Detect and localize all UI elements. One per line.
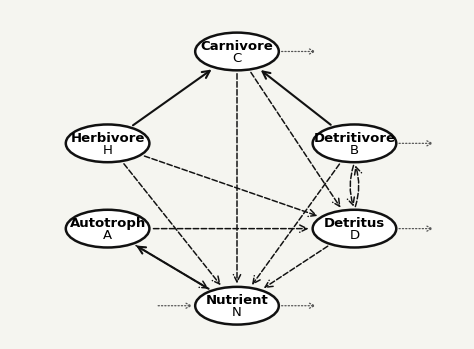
Text: A: A bbox=[103, 229, 112, 242]
Text: Carnivore: Carnivore bbox=[201, 40, 273, 53]
Text: Autotroph: Autotroph bbox=[70, 217, 146, 230]
Ellipse shape bbox=[313, 210, 396, 247]
Text: H: H bbox=[103, 144, 112, 157]
Ellipse shape bbox=[66, 210, 149, 247]
Ellipse shape bbox=[313, 125, 396, 162]
Text: Detritivore: Detritivore bbox=[313, 132, 395, 144]
Ellipse shape bbox=[66, 125, 149, 162]
Text: Herbivore: Herbivore bbox=[71, 132, 145, 144]
Ellipse shape bbox=[195, 32, 279, 70]
Text: Detritus: Detritus bbox=[324, 217, 385, 230]
Text: B: B bbox=[350, 144, 359, 157]
Text: C: C bbox=[232, 52, 242, 65]
Ellipse shape bbox=[195, 287, 279, 325]
Text: Nutrient: Nutrient bbox=[206, 294, 268, 307]
Text: D: D bbox=[349, 229, 359, 242]
Text: N: N bbox=[232, 306, 242, 319]
